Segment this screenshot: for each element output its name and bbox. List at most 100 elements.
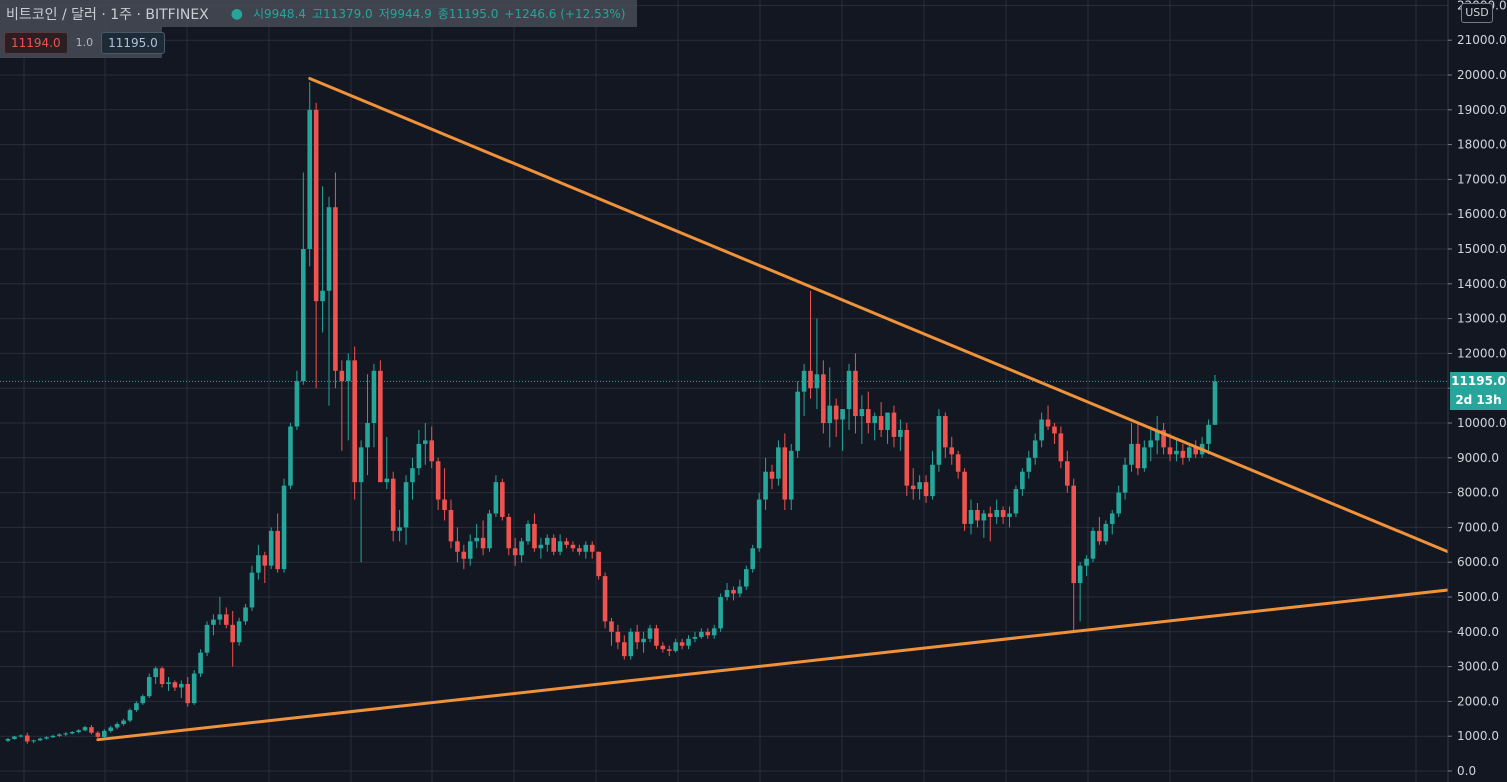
candle-body bbox=[1148, 440, 1154, 448]
candle bbox=[795, 381, 800, 458]
candle-body bbox=[589, 544, 595, 552]
candle bbox=[249, 565, 255, 611]
candle bbox=[1090, 527, 1096, 563]
candle bbox=[936, 409, 942, 472]
candle-body bbox=[403, 482, 409, 528]
candle bbox=[82, 725, 88, 732]
candle bbox=[1084, 555, 1089, 577]
candle bbox=[44, 736, 49, 740]
candle bbox=[480, 520, 486, 556]
candle bbox=[564, 537, 569, 549]
candle bbox=[865, 391, 871, 434]
candle-body bbox=[609, 621, 614, 632]
candle bbox=[268, 527, 274, 570]
candle-body bbox=[699, 631, 704, 638]
candle-body bbox=[410, 468, 415, 483]
candle-body bbox=[204, 624, 210, 653]
candle bbox=[1167, 433, 1173, 462]
candle bbox=[968, 499, 974, 535]
candle bbox=[551, 534, 556, 556]
candle bbox=[18, 734, 24, 738]
candle bbox=[1109, 510, 1115, 535]
currency-button[interactable]: USD bbox=[1461, 3, 1493, 23]
candle bbox=[512, 537, 518, 566]
y-tick-label: 18000.0 bbox=[1457, 138, 1507, 152]
candle bbox=[403, 475, 409, 545]
candle bbox=[185, 677, 191, 707]
candle bbox=[134, 701, 139, 712]
candle-body bbox=[352, 360, 357, 483]
candle bbox=[487, 510, 492, 552]
candle bbox=[737, 579, 743, 597]
candle-body bbox=[795, 391, 800, 451]
sell-button[interactable]: 11194.0 bbox=[4, 31, 68, 54]
candle bbox=[1186, 443, 1192, 462]
symbol-info-bar: 비트코인 / 달러 · 1주 · BITFINEX ● 시9948.4 고113… bbox=[0, 0, 638, 27]
candle bbox=[705, 628, 711, 639]
y-tick-label: 4000.0 bbox=[1457, 625, 1499, 639]
candle-body bbox=[384, 478, 390, 483]
symbol-title[interactable]: 비트코인 / 달러 · 1주 · BITFINEX bbox=[6, 6, 209, 23]
candle bbox=[1077, 562, 1083, 622]
candle-body bbox=[493, 482, 499, 514]
candle bbox=[731, 586, 736, 601]
candle bbox=[333, 172, 338, 389]
candle-body bbox=[744, 569, 749, 587]
candle-body bbox=[44, 737, 49, 739]
candle-body bbox=[936, 416, 942, 465]
candle-body bbox=[57, 734, 62, 736]
candle-body bbox=[686, 638, 691, 646]
y-tick-label: 8000.0 bbox=[1457, 486, 1499, 500]
candle bbox=[692, 631, 698, 643]
buy-button[interactable]: 11195.0 bbox=[101, 31, 165, 54]
candle bbox=[994, 499, 999, 524]
candle bbox=[326, 196, 332, 406]
candle-body bbox=[853, 370, 858, 417]
candle-body bbox=[307, 109, 313, 249]
candle bbox=[583, 541, 589, 559]
y-tick-label: 16000.0 bbox=[1457, 207, 1507, 221]
candle bbox=[679, 638, 685, 650]
candle-body bbox=[12, 736, 17, 739]
candle-body bbox=[37, 738, 43, 741]
price-axis: 0.0 1000.0 2000.0 3000.0 4000.0 5000.0 6000.0 7… bbox=[1447, 0, 1507, 782]
candle-body bbox=[236, 621, 242, 643]
y-tick-label: 5000.0 bbox=[1457, 590, 1499, 604]
candle-body bbox=[660, 645, 666, 650]
candle-body bbox=[371, 370, 377, 423]
candle-body bbox=[198, 652, 203, 674]
candle-body bbox=[397, 527, 402, 531]
candle-body bbox=[1077, 565, 1083, 584]
candle-body bbox=[975, 510, 980, 521]
candle-body bbox=[737, 586, 743, 594]
candle bbox=[525, 520, 531, 545]
candle bbox=[660, 642, 666, 653]
candle-body bbox=[243, 607, 248, 622]
candle-body bbox=[538, 544, 544, 549]
candle-body bbox=[615, 631, 621, 643]
candle-body bbox=[885, 412, 890, 430]
bar-countdown-label: 2d 13h bbox=[1450, 391, 1507, 411]
candle bbox=[243, 603, 248, 625]
market-status-dot-icon: ● bbox=[230, 5, 243, 22]
candle-body bbox=[1090, 530, 1096, 559]
candle-body bbox=[1097, 530, 1102, 542]
candle bbox=[910, 468, 916, 500]
candle bbox=[763, 457, 768, 510]
trendline bbox=[96, 588, 1450, 742]
candle-body bbox=[1026, 457, 1032, 472]
candle bbox=[365, 374, 370, 476]
y-tick-label: 0.0 bbox=[1457, 764, 1476, 778]
candle-body bbox=[788, 450, 794, 500]
candle-body bbox=[551, 537, 556, 552]
candle-body bbox=[326, 207, 332, 291]
candle-body bbox=[487, 513, 492, 549]
candle bbox=[634, 624, 640, 650]
candle-body bbox=[256, 555, 261, 573]
candle bbox=[750, 544, 756, 573]
candle-body bbox=[917, 482, 922, 490]
candle bbox=[1052, 423, 1057, 444]
candle-body bbox=[943, 416, 948, 448]
candle-body bbox=[82, 727, 88, 731]
